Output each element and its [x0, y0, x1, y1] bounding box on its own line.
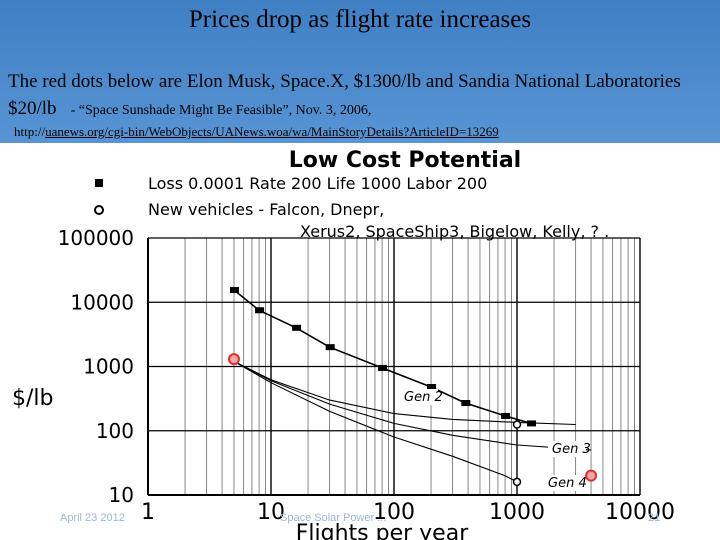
curve-label: Gen 4 [548, 476, 587, 491]
slide-title: Prices drop as flight rate increases [188, 6, 532, 33]
legend-circle-marker [94, 205, 104, 215]
footer-date: April 23 2012 [60, 512, 125, 524]
source-link-line: http://uanews.org/cgi-bin/WebObjects/UAN… [14, 124, 499, 140]
low-cost-chart: Low Cost Potential Loss 0.0001 Rate 200 … [0, 143, 720, 540]
description-line-1: The red dots below are Elon Musk, Space.… [8, 71, 681, 92]
chart-grid [147, 237, 641, 496]
x-tick-label: 10 [257, 500, 285, 525]
curve-label-bg [548, 441, 586, 457]
x-axis-label: Flights per year [296, 521, 469, 540]
square-point [255, 307, 265, 314]
x-tick-label: 1 [141, 500, 155, 525]
y-tick-label: 100 [96, 419, 134, 443]
series-line-gen-3 [233, 360, 592, 451]
chart-series: Gen 2 Gen 3 Gen 4 [229, 287, 592, 491]
square-point [378, 364, 388, 371]
link-prefix: http:// [14, 124, 46, 139]
legend-entry: New vehicles - Falcon, Dnepr, [148, 200, 384, 219]
legend-square-marker [95, 179, 103, 187]
square-point [427, 383, 437, 390]
open-circle-point [512, 477, 522, 487]
legend-entry: Loss 0.0001 Rate 200 Life 1000 Labor 200 [148, 174, 487, 193]
y-axis-label: $/lb [12, 386, 54, 411]
red-points [227, 353, 598, 482]
curve-label-bg [400, 389, 438, 405]
red-point [585, 469, 598, 482]
footer-page: 21 [648, 512, 661, 524]
y-tick-label: 1000 [83, 355, 134, 379]
x-tick-label: 10000 [605, 500, 675, 525]
square-point [229, 287, 239, 294]
square-point [292, 324, 302, 331]
curve-label-bg [544, 475, 582, 491]
x-tick-label: 100 [373, 500, 415, 525]
series-line-gen-4 [233, 360, 518, 483]
open-circle-point [512, 420, 522, 429]
price-text: $20/lb [8, 98, 57, 119]
description-line-2: $20/lb - “Space Sunshade Might Be Feasibl… [8, 98, 371, 120]
x-tick-label: 1000 [489, 500, 545, 525]
square-point [325, 344, 335, 351]
source-link[interactable]: uanews.org/cgi-bin/WebObjects/UANews.woa… [45, 124, 499, 139]
legend-entry: Xerus2, SpaceShip3, Bigelow, Kelly, ? . [300, 222, 609, 241]
footer-center: Space Solar Power ... [280, 512, 387, 524]
chart-legend: Loss 0.0001 Rate 200 Life 1000 Labor 200… [94, 174, 609, 241]
chart-background [0, 143, 720, 540]
y-tick-label: 10 [109, 483, 134, 507]
citation-text: - “Space Sunshade Might Be Feasible”, No… [70, 103, 372, 118]
square-point [461, 400, 471, 407]
chart-ticks: 10 100 1000 10000 100000 1 10 100 1000 10000 [58, 226, 675, 525]
curve-label: Gen 3 [552, 442, 591, 457]
y-tick-label: 10000 [70, 290, 134, 314]
square-point [501, 412, 511, 419]
chart-title: Low Cost Potential [289, 148, 521, 173]
y-tick-label: 100000 [58, 226, 134, 250]
red-point [227, 353, 240, 366]
curve-label: Gen 2 [404, 390, 443, 405]
